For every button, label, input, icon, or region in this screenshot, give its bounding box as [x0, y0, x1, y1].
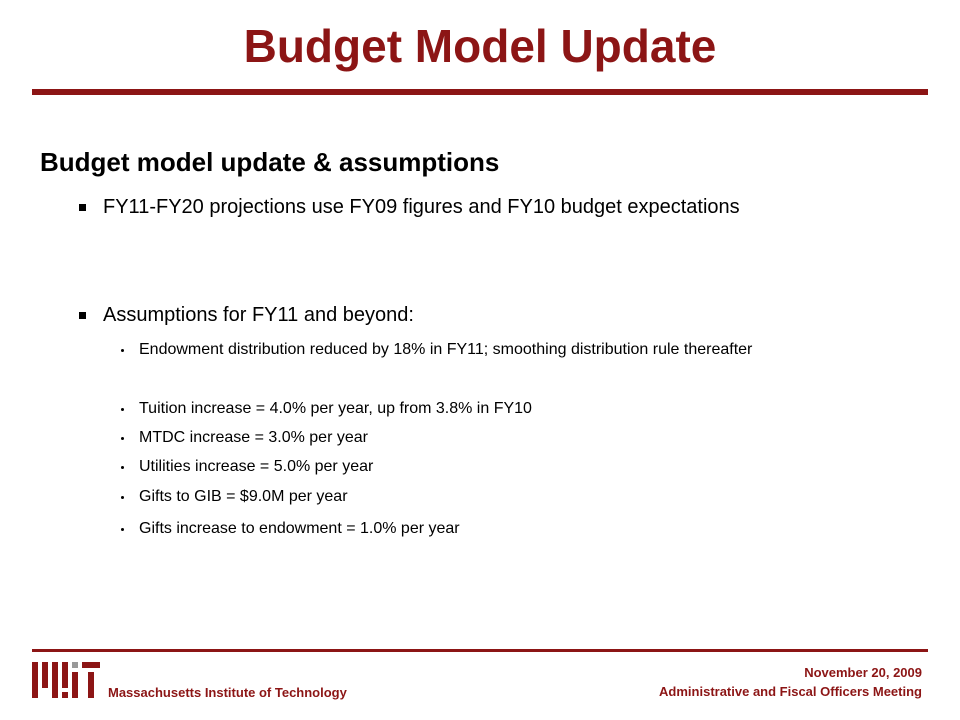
sub-bullet-text: Gifts to GIB = $9.0M per year	[139, 488, 348, 505]
title-rule	[32, 89, 928, 95]
footer-meeting: Administrative and Fiscal Officers Meeti…	[659, 684, 922, 699]
mit-logo	[32, 662, 100, 698]
sub-bullet-text: Gifts increase to endowment = 1.0% per y…	[139, 520, 460, 537]
sub-bullet-text: Utilities increase = 5.0% per year	[139, 458, 374, 475]
footer-rule	[32, 649, 928, 652]
bullet: FY11-FY20 projections use FY09 figures a…	[79, 192, 823, 223]
sub-bullet: Gifts to GIB = $9.0M per year	[121, 486, 859, 508]
heading: Budget model update & assumptions	[40, 147, 500, 177]
sub-bullet: Gifts increase to endowment = 1.0% per y…	[121, 518, 859, 540]
organization: Massachusetts Institute of Technology	[108, 685, 347, 700]
sub-bullet: Tuition increase = 4.0% per year, up fro…	[121, 398, 859, 420]
sub-bullet-text: Endowment distribution reduced by 18% in…	[139, 341, 753, 358]
bullet-text: FY11-FY20 projections use FY09 figures a…	[103, 196, 740, 218]
sub-bullet-text: MTDC increase = 3.0% per year	[139, 429, 368, 446]
footer-date: November 20, 2009	[804, 665, 922, 680]
slide-title: Budget Model Update	[243, 20, 717, 72]
sub-bullet-text: Tuition increase = 4.0% per year, up fro…	[139, 400, 532, 417]
bullet: Assumptions for FY11 and beyond:	[79, 300, 823, 331]
bullet-text: Assumptions for FY11 and beyond:	[103, 304, 414, 326]
sub-bullet: MTDC increase = 3.0% per year	[121, 427, 859, 449]
sub-bullet: Utilities increase = 5.0% per year	[121, 456, 859, 478]
sub-bullet: Endowment distribution reduced by 18% in…	[121, 339, 859, 361]
